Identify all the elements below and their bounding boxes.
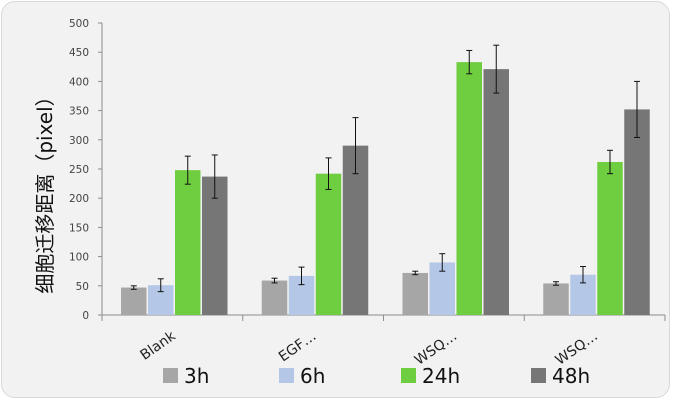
y-tick-label: 50 — [76, 281, 89, 293]
legend-swatch-6h — [279, 368, 294, 383]
bar-3h-1 — [121, 287, 147, 315]
bar-24h-4 — [597, 161, 623, 315]
y-tick-label: 450 — [69, 47, 89, 59]
bar-3h-2 — [261, 280, 288, 315]
category-label: Blank — [137, 328, 179, 364]
category-label: WSQ… — [412, 328, 460, 368]
y-tick-label: 300 — [69, 135, 89, 147]
y-tick-label: 150 — [69, 222, 89, 234]
bar-24h-3 — [456, 62, 482, 316]
category-label: WSQ… — [553, 328, 601, 368]
category-label: EGF… — [276, 328, 319, 365]
legend-label-48h: 48h — [552, 364, 590, 388]
y-tick-label: 500 — [69, 18, 89, 30]
legend: 3h 6h 24h 48h — [163, 364, 590, 388]
bar-24h-2 — [315, 173, 342, 315]
legend-label-6h: 6h — [300, 364, 325, 388]
legend-label-3h: 3h — [184, 364, 209, 388]
bar-48h-3 — [483, 69, 509, 315]
bar-3h-3 — [402, 272, 428, 315]
legend-swatch-48h — [531, 368, 546, 383]
bar-48h-1 — [202, 176, 228, 315]
y-axis-label: 细胞迁移距离（pixel） — [33, 86, 57, 293]
y-tick-label: 0 — [82, 310, 89, 322]
legend-label-24h: 24h — [422, 364, 460, 388]
bars-group — [121, 62, 650, 316]
category-labels: Blank EGF… WSQ… WSQ… — [137, 328, 600, 369]
legend-swatch-24h — [401, 368, 416, 383]
bar-24h-1 — [175, 170, 201, 315]
y-tick-labels: 0 50 100 150 200 250 300 350 400 450 500 — [69, 18, 89, 322]
y-tick-label: 250 — [69, 164, 89, 176]
y-tick-label: 100 — [69, 252, 89, 264]
bar-3h-4 — [543, 283, 569, 315]
error-bars-group — [130, 44, 640, 293]
y-tick-label: 400 — [69, 76, 89, 88]
y-tick-label: 200 — [69, 193, 89, 205]
bar-48h-4 — [624, 109, 650, 315]
legend-swatch-3h — [163, 368, 178, 383]
y-tick-label: 350 — [69, 106, 89, 118]
